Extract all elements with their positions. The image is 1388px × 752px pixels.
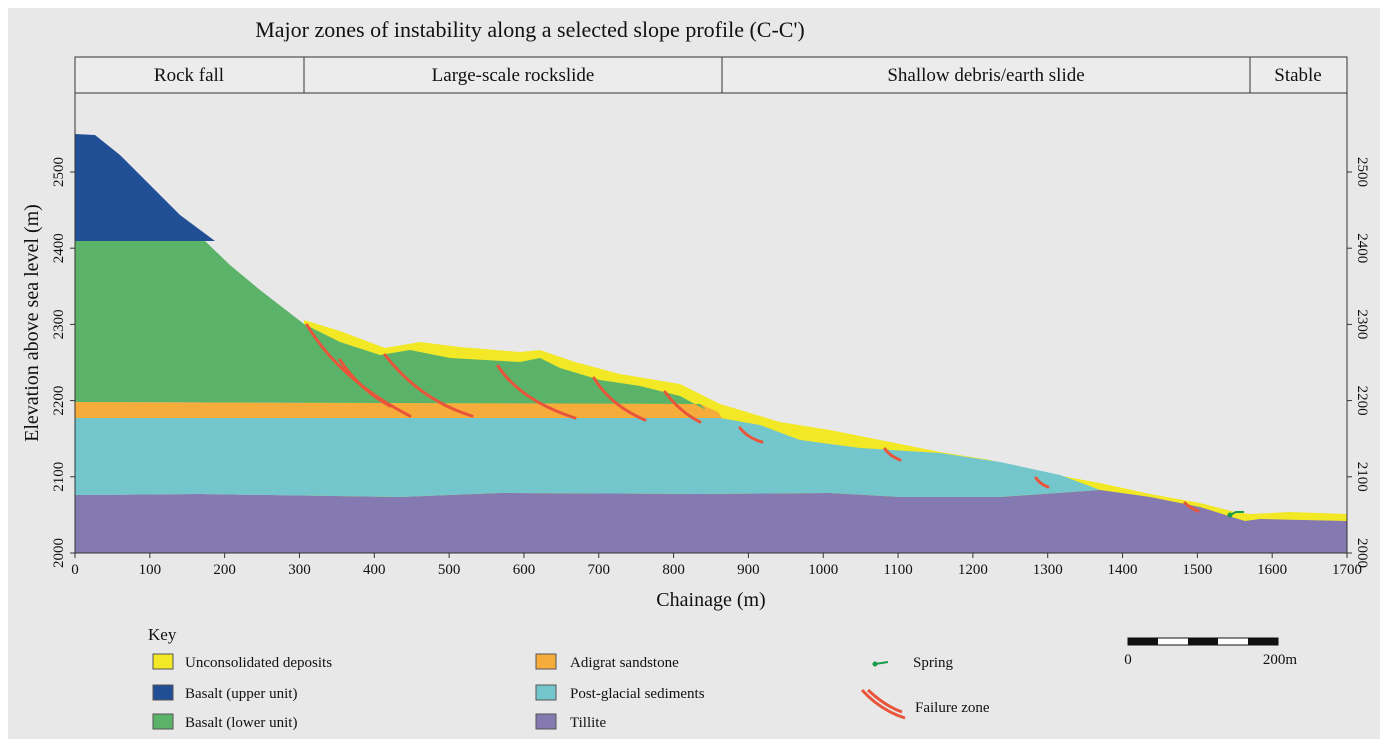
scale-bar: 0 200m <box>1124 637 1298 668</box>
y-tick-label-right: 2300 <box>1354 309 1370 339</box>
basalt-lower <box>75 241 706 410</box>
swatch <box>535 684 557 701</box>
spring-point <box>1227 512 1233 518</box>
y-tick-label: 2100 <box>51 462 67 492</box>
key-label: Tillite <box>570 715 606 731</box>
title: Major zones of instability along a selec… <box>255 17 805 42</box>
scale-bar-segment <box>1188 638 1218 645</box>
y-tick-label: 2500 <box>51 157 67 187</box>
zone-header <box>74 56 1348 94</box>
x-tick-label: 400 <box>363 562 386 578</box>
x-tick-label: 1700 <box>1332 562 1362 578</box>
spring-symbol-point <box>872 661 878 667</box>
scale-end: 200m <box>1263 652 1298 668</box>
x-tick-label: 500 <box>438 562 461 578</box>
failure-zone <box>1183 501 1200 513</box>
failure-zone <box>738 426 764 444</box>
y-tick-label: 2000 <box>51 538 67 568</box>
plot-frame <box>74 92 1348 554</box>
y-tick-label-right: 2400 <box>1354 233 1370 263</box>
y-tick-label: 2200 <box>51 386 67 416</box>
x-tick-label: 1600 <box>1257 562 1287 578</box>
x-tick-label: 1300 <box>1033 562 1063 578</box>
y-tick-label-right: 2200 <box>1354 386 1370 416</box>
y-tick-label-right: 2500 <box>1354 157 1370 187</box>
failure-zone <box>1034 476 1050 489</box>
failure-zone <box>592 376 647 422</box>
failure-zone <box>383 353 474 418</box>
swatch <box>535 713 557 730</box>
scale-start: 0 <box>1124 652 1132 668</box>
scale-bar-segment <box>1248 638 1278 645</box>
basalt-upper <box>75 134 215 241</box>
x-tick-label: 0 <box>71 562 79 578</box>
y-axis-label: Elevation above sea level (m) <box>21 204 43 442</box>
x-tick-label: 1500 <box>1182 562 1212 578</box>
failure-symbol <box>860 688 906 720</box>
key-label: Basalt (upper unit) <box>185 686 297 702</box>
x-tick-label: 1100 <box>883 562 912 578</box>
y-tick-label: 2300 <box>51 309 67 339</box>
key-label: Basalt (lower unit) <box>185 715 297 731</box>
failure-zone <box>883 447 902 462</box>
key-title: Key <box>148 625 177 644</box>
x-axis-label: Chainage (m) <box>656 589 765 611</box>
zone-label: Stable <box>1274 65 1322 86</box>
key-label: Adigrat sandstone <box>570 655 679 671</box>
failure-zone <box>496 364 577 420</box>
key-label: Post-glacial sediments <box>570 686 705 702</box>
failure-zone <box>305 323 412 418</box>
x-tick-label: 900 <box>737 562 760 578</box>
key-label: Unconsolidated deposits <box>185 655 332 671</box>
zone-label: Shallow debris/earth slide <box>887 65 1084 86</box>
zone-label: Large-scale rockslide <box>432 65 595 86</box>
post-glacial-sediments <box>75 418 1100 497</box>
swatch <box>535 653 557 670</box>
failure-zones <box>305 323 1200 513</box>
x-tick-label: 1400 <box>1108 562 1138 578</box>
x-tick-label: 1000 <box>808 562 838 578</box>
swatch <box>152 713 174 730</box>
zone-label: Rock fall <box>154 65 224 86</box>
scale-bar-segment <box>1128 638 1158 645</box>
x-tick-label: 200 <box>213 562 236 578</box>
failure-zone <box>663 390 702 424</box>
y-tick-label-right: 2000 <box>1354 538 1370 568</box>
y-tick-label-right: 2100 <box>1354 462 1370 492</box>
tillite <box>75 490 1347 553</box>
key-label: Failure zone <box>915 700 990 716</box>
x-tick-label: 600 <box>513 562 536 578</box>
swatch <box>152 653 174 670</box>
failure-zone <box>338 358 392 408</box>
x-tick-label: 800 <box>662 562 685 578</box>
x-tick-label: 300 <box>288 562 311 578</box>
swatch <box>152 684 174 701</box>
x-tick-label: 1200 <box>958 562 988 578</box>
x-tick-label: 700 <box>588 562 611 578</box>
key-label: Spring <box>913 655 954 671</box>
x-tick-label: 100 <box>139 562 162 578</box>
y-tick-label: 2400 <box>51 233 67 263</box>
key: Key Unconsolidated deposits Basalt (uppe… <box>148 625 990 731</box>
